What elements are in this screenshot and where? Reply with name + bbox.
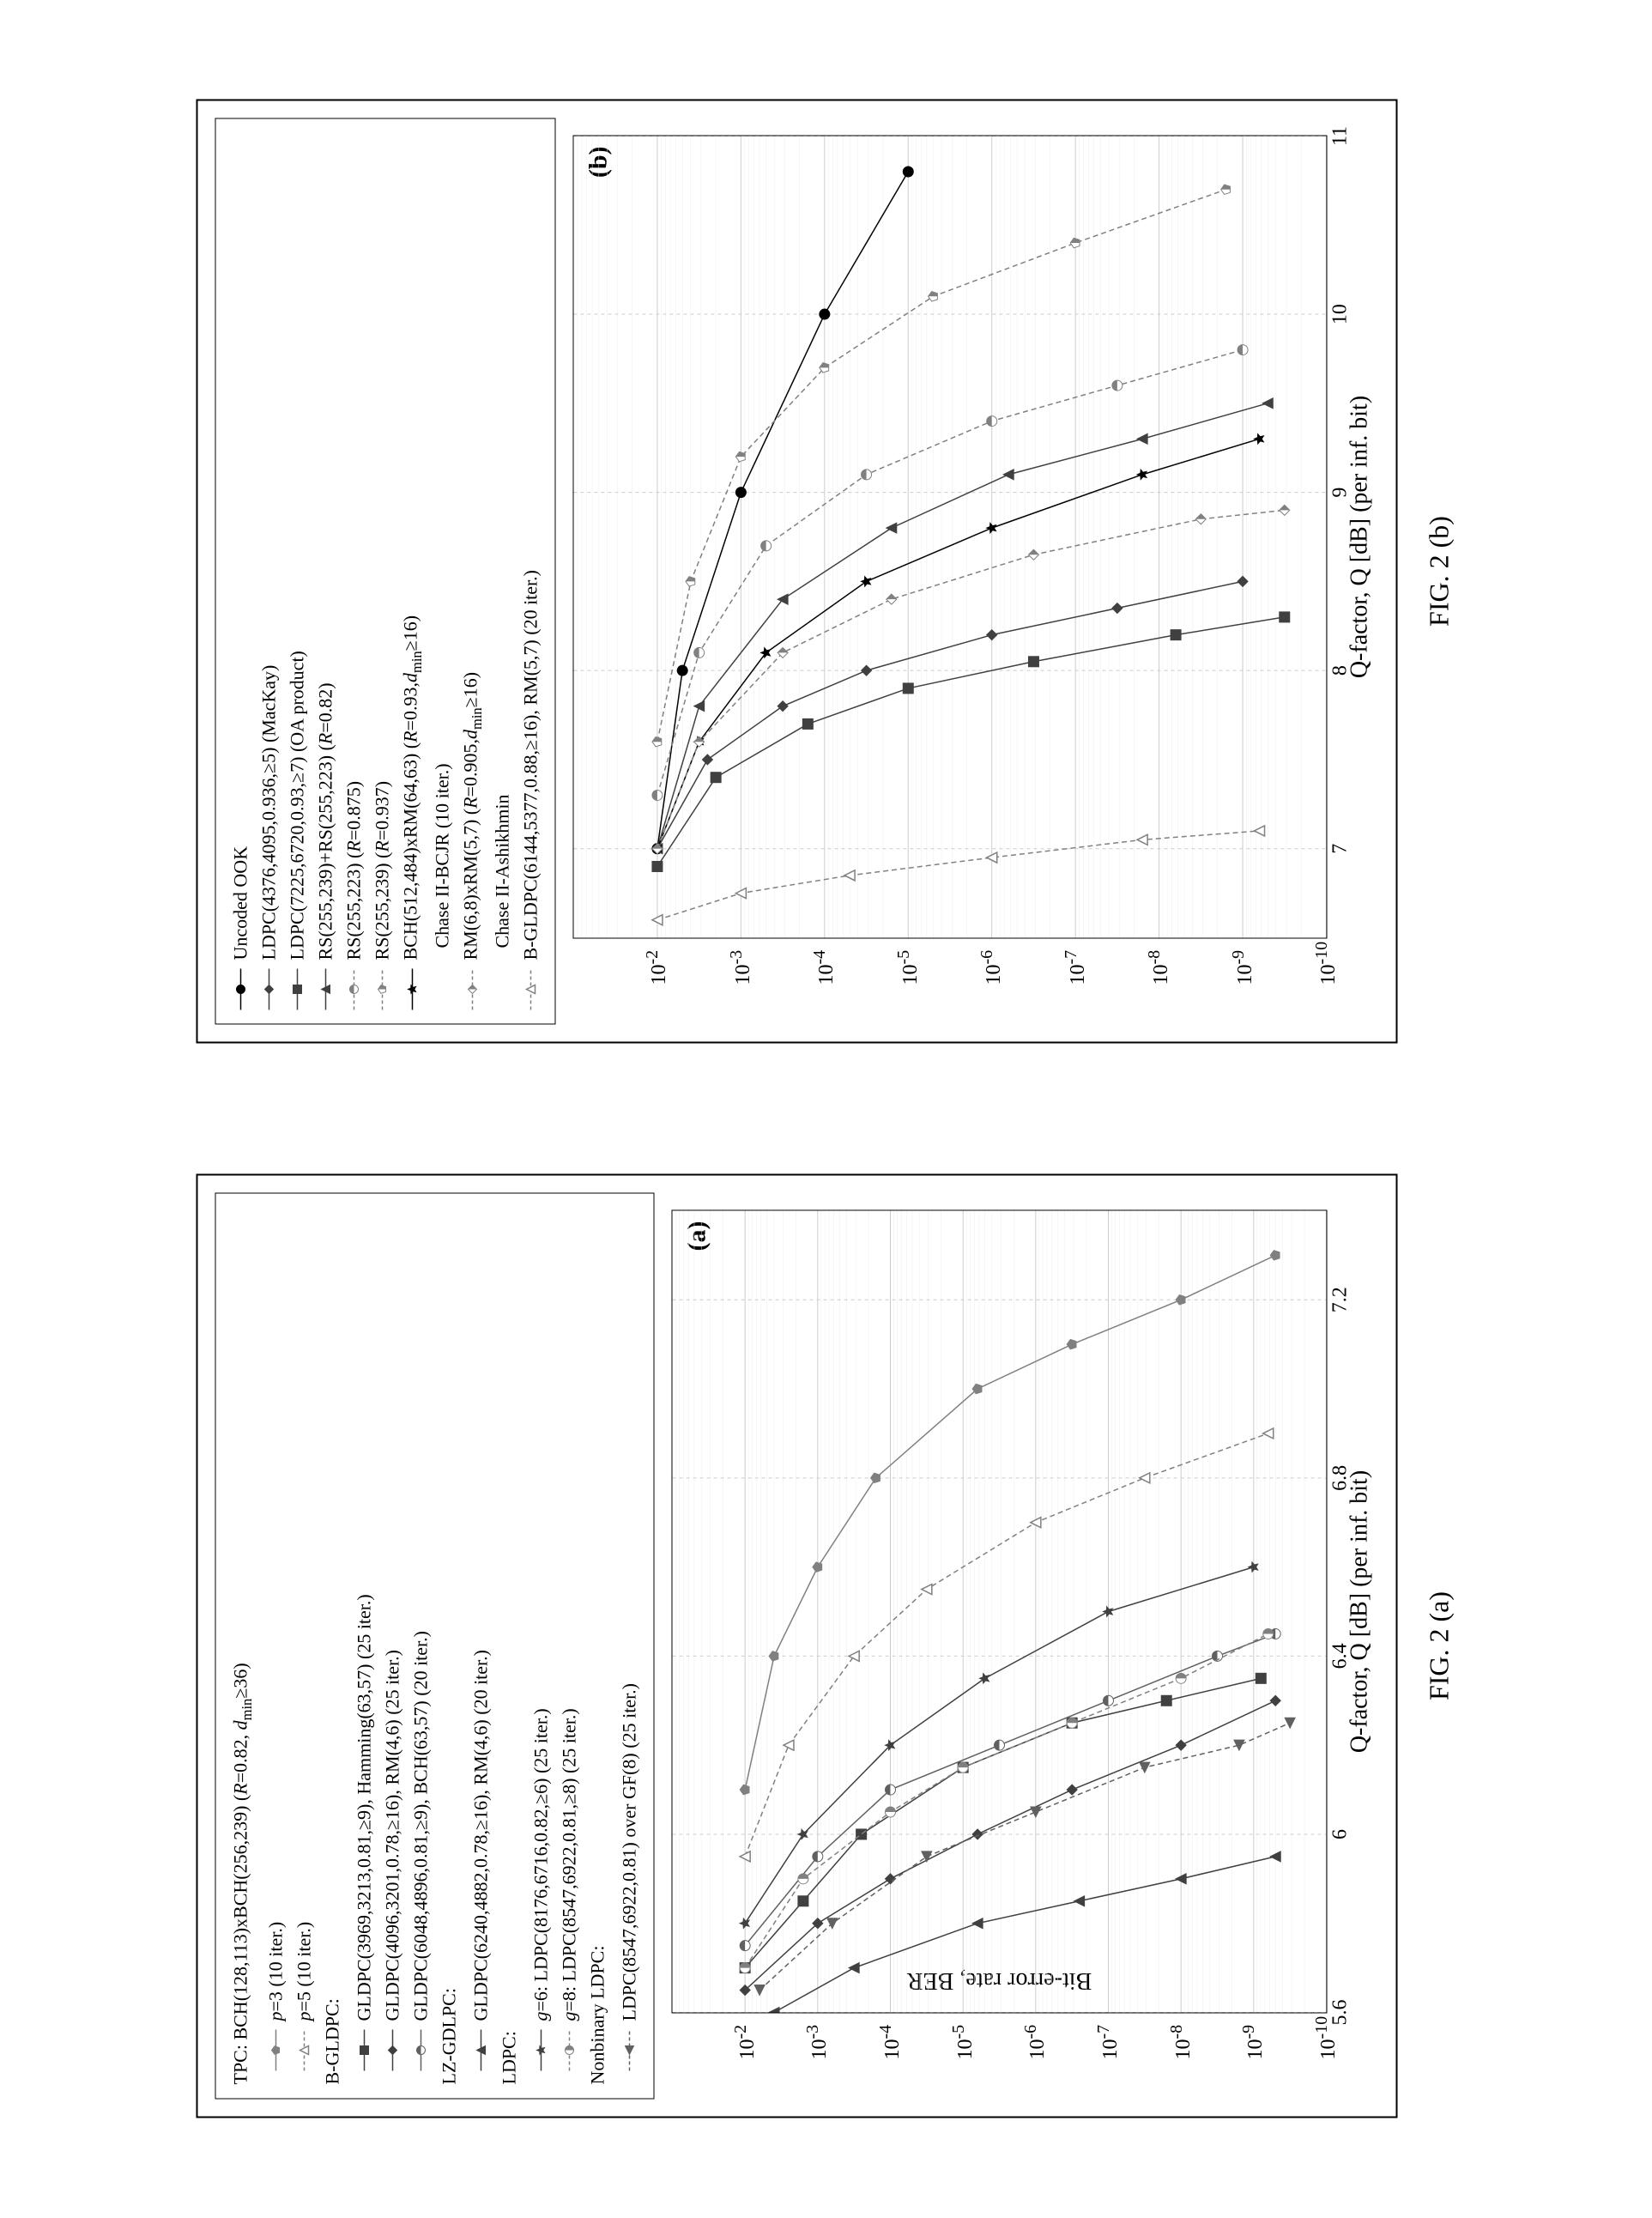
page-container: TPC: BCH(128,113)xBCH(256,239) (R=0.82, …: [0, 0, 1652, 2218]
legend-item: RS(255,223) (R=0.875): [340, 133, 368, 1010]
legend-label: g=6: LDPC(8176,6716,0.82,≥6) (25 iter.): [527, 1708, 555, 2021]
xtick-label: 6.4: [1329, 1643, 1352, 1669]
legend-label: RS(255,239)+RS(255,223) (R=0.82): [312, 682, 340, 960]
legend-item: g=8: LDPC(8547,6922,0.81,≥8) (25 iter.): [555, 1208, 584, 2071]
legend-label: GLDPC(4096,3201,0.78,≥16), RM(4,6) (25 i…: [378, 1650, 407, 2021]
legend-group-title: Nonbinary LDPC:: [584, 1208, 612, 2085]
chart-a-legend: TPC: BCH(128,113)xBCH(256,239) (R=0.82, …: [215, 1193, 655, 2100]
ytick-label: 10-9: [1239, 2025, 1268, 2060]
ytick-label: 10-10: [1312, 942, 1340, 985]
legend-subtext: Chase II-BCJR (10 iter.): [428, 133, 457, 948]
legend-item: p=5 (10 iter.): [290, 1208, 318, 2071]
legend-label: RM(6,8)xRM(5,7) (R=0.905,dmin≥16): [457, 672, 488, 961]
ytick-label: 10-5: [949, 2025, 977, 2060]
chart-b-xlabel: Q-factor, Q [dB] (per inf. bit): [1346, 396, 1374, 678]
xtick-label: 7.2: [1329, 1287, 1352, 1312]
legend-subtext: Chase II-Ashikhmin: [488, 133, 517, 948]
legend-item: LDPC(8547,6922,0.81) over GF(8) (25 iter…: [615, 1208, 644, 2071]
ytick-label: 10-2: [643, 950, 671, 985]
legend-label: B-GLDPC(6144,5377,0.88,≥16), RM(5,7) (20…: [517, 570, 545, 961]
legend-item: GLDPC(6240,4882,0.78,≥16), RM(4,6) (20 i…: [467, 1208, 495, 2071]
legend-item: RS(255,239) (R=0.937): [368, 133, 396, 1010]
chart-a-xlabel: Q-factor, Q [dB] (per inf. bit): [1346, 1470, 1374, 1753]
figure-b-caption: FIG. 2 (b): [1424, 516, 1455, 627]
legend-label: g=8: LDPC(8547,6922,0.81,≥8) (25 iter.): [555, 1708, 584, 2021]
ytick-label: 10-9: [1229, 950, 1257, 985]
chart-b-plot: Q-factor, Q [dB] (per inf. bit) (b) 7891…: [573, 136, 1328, 939]
xtick-label: 6: [1329, 1829, 1352, 1839]
legend-item: RM(6,8)xRM(5,7) (R=0.905,dmin≥16): [457, 133, 488, 1010]
ytick-label: 10-6: [1021, 2025, 1050, 2060]
xtick-label: 8: [1329, 665, 1352, 676]
legend-item: BCH(512,484)xRM(64,63) (R=0.93,dmin≥16): [396, 133, 428, 1010]
legend-label: LDPC(7225,6720,0.93,≥7) (OA product): [283, 651, 312, 960]
ytick-label: 10-7: [1094, 2025, 1123, 2060]
chart-b-frame: Uncoded OOKLDPC(4376,4095,0.936,≥5) (Mac…: [197, 100, 1398, 1044]
legend-item: GLDPC(6048,4896,0.81,≥9), BCH(63,57) (20…: [407, 1208, 435, 2071]
legend-label: BCH(512,484)xRM(64,63) (R=0.93,dmin≥16): [396, 615, 428, 961]
legend-item: LDPC(4376,4095,0.936,≥5) (MacKay): [255, 133, 283, 1010]
legend-item: RS(255,239)+RS(255,223) (R=0.82): [312, 133, 340, 1010]
figure-b-panel: Uncoded OOKLDPC(4376,4095,0.936,≥5) (Mac…: [197, 100, 1455, 1044]
legend-group-title: LZ-GDLPC:: [435, 1208, 463, 2085]
legend-item: GLDPC(4096,3201,0.78,≥16), RM(4,6) (25 i…: [378, 1208, 407, 2071]
ytick-label: 10-8: [1167, 2025, 1195, 2060]
legend-label: p=5 (10 iter.): [290, 1922, 318, 2021]
legend-group-title: TPC: BCH(128,113)xBCH(256,239) (R=0.82, …: [227, 1208, 258, 2085]
ytick-label: 10-5: [894, 950, 923, 985]
legend-label: LDPC(4376,4095,0.936,≥5) (MacKay): [255, 665, 283, 961]
legend-item: g=6: LDPC(8176,6716,0.82,≥6) (25 iter.): [527, 1208, 555, 2071]
legend-label: LDPC(8547,6922,0.81) over GF(8) (25 iter…: [615, 1683, 644, 2021]
xtick-label: 11: [1329, 126, 1352, 146]
legend-group-title: LDPC:: [495, 1208, 523, 2085]
chart-b-legend: Uncoded OOKLDPC(4376,4095,0.936,≥5) (Mac…: [215, 118, 556, 1025]
legend-item: GLDPC(3969,3213,0.81,≥9), Hamming(63,57)…: [350, 1208, 378, 2071]
chart-a-plot: Bit-error rate, BER Q-factor, Q [dB] (pe…: [672, 1210, 1328, 2014]
ytick-label: 10-3: [727, 950, 755, 985]
ytick-label: 10-7: [1062, 950, 1090, 985]
legend-item: p=3 (10 iter.): [262, 1208, 290, 2071]
legend-label: Uncoded OOK: [227, 846, 255, 961]
legend-group-title: B-GLDPC:: [318, 1208, 347, 2085]
figure-a-panel: TPC: BCH(128,113)xBCH(256,239) (R=0.82, …: [197, 1174, 1455, 2118]
ytick-label: 10-6: [977, 950, 1006, 985]
ytick-label: 10-8: [1145, 950, 1173, 985]
chart-a-frame: TPC: BCH(128,113)xBCH(256,239) (R=0.82, …: [197, 1174, 1398, 2118]
ytick-label: 10-4: [876, 2025, 905, 2060]
figure-a-caption: FIG. 2 (a): [1424, 1591, 1455, 1700]
xtick-label: 7: [1329, 844, 1352, 854]
xtick-label: 10: [1329, 304, 1352, 324]
ytick-label: 10-10: [1312, 2016, 1340, 2060]
legend-label: RS(255,223) (R=0.875): [340, 781, 368, 961]
legend-item: B-GLDPC(6144,5377,0.88,≥16), RM(5,7) (20…: [517, 133, 545, 1010]
xtick-label: 9: [1329, 488, 1352, 498]
ytick-label: 10-4: [810, 950, 838, 985]
legend-item: LDPC(7225,6720,0.93,≥7) (OA product): [283, 133, 312, 1010]
legend-label: p=3 (10 iter.): [262, 1922, 290, 2021]
legend-label: GLDPC(3969,3213,0.81,≥9), Hamming(63,57)…: [350, 1594, 378, 2021]
legend-label: GLDPC(6048,4896,0.81,≥9), BCH(63,57) (20…: [407, 1631, 435, 2021]
legend-label: GLDPC(6240,4882,0.78,≥16), RM(4,6) (20 i…: [467, 1650, 495, 2021]
xtick-label: 6.8: [1329, 1465, 1352, 1491]
legend-item: Uncoded OOK: [227, 133, 255, 1010]
legend-label: RS(255,239) (R=0.937): [368, 781, 396, 961]
ytick-label: 10-3: [803, 2025, 832, 2060]
ytick-label: 10-2: [731, 2025, 759, 2060]
